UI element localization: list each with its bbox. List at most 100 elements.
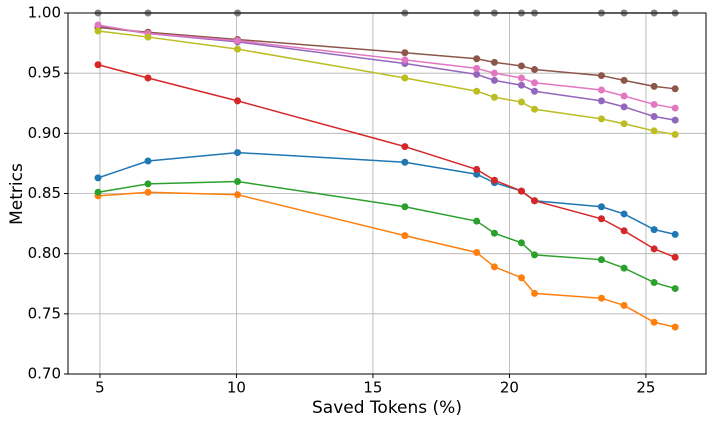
ticks: 0.70 0.75 0.80 0.85 0.90 0.95 1.00 5 10 15 20 25 [28,4,656,397]
x-tick-label: 10 [227,379,246,397]
data-point [671,104,679,112]
data-point [531,251,539,259]
data-point [517,98,525,106]
y-tick-label: 0.75 [28,304,61,322]
data-point [401,143,409,151]
data-point [401,49,409,57]
y-tick-label: 0.70 [28,365,61,383]
data-point [671,323,679,331]
series-line [97,64,676,258]
x-tick-label: 20 [500,379,519,397]
data-point [94,188,102,196]
data-point [401,56,409,64]
data-point [531,79,539,87]
data-point [620,120,628,128]
series-line [97,191,676,328]
series-line [97,30,676,136]
data-point [650,127,658,135]
x-tick-label: 25 [636,379,655,397]
data-point [490,58,498,66]
data-point [517,274,525,282]
series-line [97,25,676,121]
data-point [531,66,539,74]
data-point [473,217,481,225]
data-point [671,285,679,293]
data-point [473,70,481,78]
data-point [620,264,628,272]
y-tick-label: 0.85 [28,184,61,202]
data-point [401,74,409,82]
data-point [650,100,658,108]
data-point [597,203,605,211]
y-tick-label: 0.95 [28,64,61,82]
data-point [650,245,658,253]
plot-area [94,9,679,331]
data-point [620,103,628,111]
data-point [531,197,539,205]
data-point [234,97,242,105]
series-line [97,151,676,236]
data-point [473,55,481,63]
data-point [650,112,658,120]
data-point [531,87,539,95]
data-point [144,33,152,41]
y-tick-label: 1.00 [28,4,61,22]
data-point [473,248,481,256]
data-point [234,149,242,157]
grid [68,12,706,375]
data-point [490,69,498,77]
data-point [473,170,481,178]
data-point [94,21,102,29]
data-point [144,180,152,188]
data-point [490,93,498,101]
x-axis-label: Saved Tokens (%) [312,398,462,418]
data-point [620,301,628,309]
data-point [620,76,628,84]
data-point [517,187,525,195]
data-point [650,318,658,326]
data-point [597,86,605,94]
data-point [517,74,525,82]
data-point [401,232,409,240]
data-point [671,253,679,261]
series-line [97,180,676,290]
data-point [94,27,102,35]
data-point [490,176,498,184]
series-line [97,26,676,90]
data-point [94,174,102,182]
data-point [597,215,605,223]
data-point [473,64,481,72]
data-point [517,239,525,247]
data-point [597,294,605,302]
data-point [234,37,242,45]
data-point [144,188,152,196]
data-point [531,289,539,297]
data-point [401,158,409,166]
data-point [473,87,481,95]
data-point [517,62,525,70]
y-tick-label: 0.80 [28,244,61,262]
data-point [620,92,628,100]
data-point [490,229,498,237]
data-point [234,45,242,53]
data-point [531,105,539,113]
data-point [490,263,498,271]
data-point [597,97,605,105]
data-point [671,230,679,238]
data-point [490,76,498,84]
data-point [517,81,525,89]
data-point [144,157,152,165]
data-point [650,226,658,234]
data-point [401,203,409,211]
data-point [671,116,679,124]
data-point [620,210,628,218]
data-point [671,131,679,139]
data-point [473,165,481,173]
data-point [597,256,605,264]
y-tick-label: 0.90 [28,124,61,142]
y-axis-label: Metrics [7,163,27,225]
data-point [234,191,242,199]
data-point [650,82,658,90]
x-tick-label: 15 [363,379,382,397]
data-point [144,74,152,82]
